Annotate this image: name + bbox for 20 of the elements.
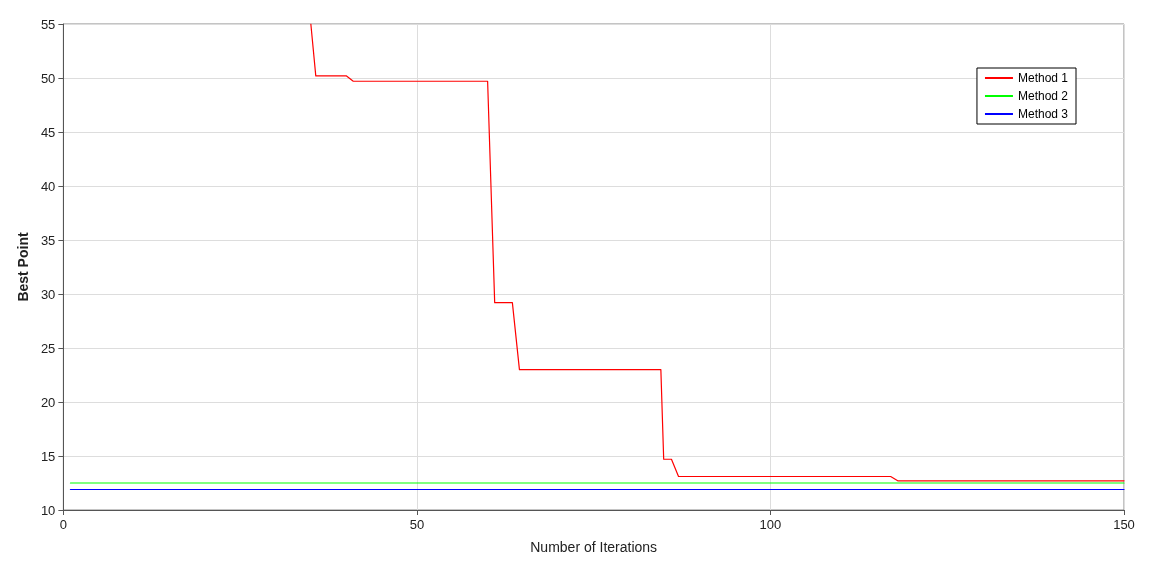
- y-tick-label: 25: [40, 340, 56, 356]
- y-tick-label: 40: [40, 178, 56, 194]
- legend-label: Method 3: [1017, 107, 1069, 121]
- x-tick-label: 0: [59, 517, 67, 532]
- x-tick-label: 50: [409, 517, 425, 532]
- x-axis-title: Number of Iterations: [530, 539, 658, 555]
- y-tick-label: 20: [40, 394, 56, 410]
- y-tick-label: 35: [40, 232, 56, 248]
- line-series: [310, 23, 1125, 482]
- legend-label: Method 2: [1017, 89, 1069, 103]
- x-tick-label: 150: [1113, 517, 1135, 532]
- y-tick-label: 10: [40, 502, 56, 518]
- y-tick-label: 50: [40, 70, 56, 86]
- legend-label: Method 1: [1017, 71, 1069, 85]
- y-tick-label: 45: [40, 124, 56, 140]
- y-axis-title: Best Point: [15, 232, 31, 302]
- y-tick-label: 15: [40, 448, 56, 464]
- y-tick-label: 55: [40, 16, 56, 32]
- x-tick-label: 100: [759, 517, 782, 532]
- y-tick-label: 30: [40, 286, 56, 302]
